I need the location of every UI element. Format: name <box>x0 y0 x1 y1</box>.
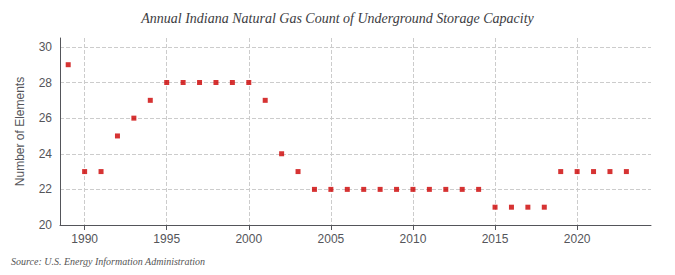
svg-text:2005: 2005 <box>318 232 345 246</box>
svg-text:28: 28 <box>39 76 53 90</box>
svg-text:Annual Indiana Natural Gas Cou: Annual Indiana Natural Gas Count of Unde… <box>140 11 534 26</box>
svg-text:1995: 1995 <box>153 232 180 246</box>
svg-text:26: 26 <box>39 111 53 125</box>
svg-text:24: 24 <box>39 147 53 161</box>
svg-text:22: 22 <box>39 182 53 196</box>
svg-text:20: 20 <box>39 218 53 232</box>
svg-text:1990: 1990 <box>71 232 98 246</box>
svg-text:2000: 2000 <box>235 232 262 246</box>
svg-text:2010: 2010 <box>400 232 427 246</box>
svg-text:Number of Elements: Number of Elements <box>13 77 27 186</box>
svg-text:30: 30 <box>39 40 53 54</box>
svg-text:2020: 2020 <box>564 232 591 246</box>
svg-text:2015: 2015 <box>482 232 509 246</box>
svg-text:Source: U.S. Energy Informatio: Source: U.S. Energy Information Administ… <box>11 256 205 267</box>
